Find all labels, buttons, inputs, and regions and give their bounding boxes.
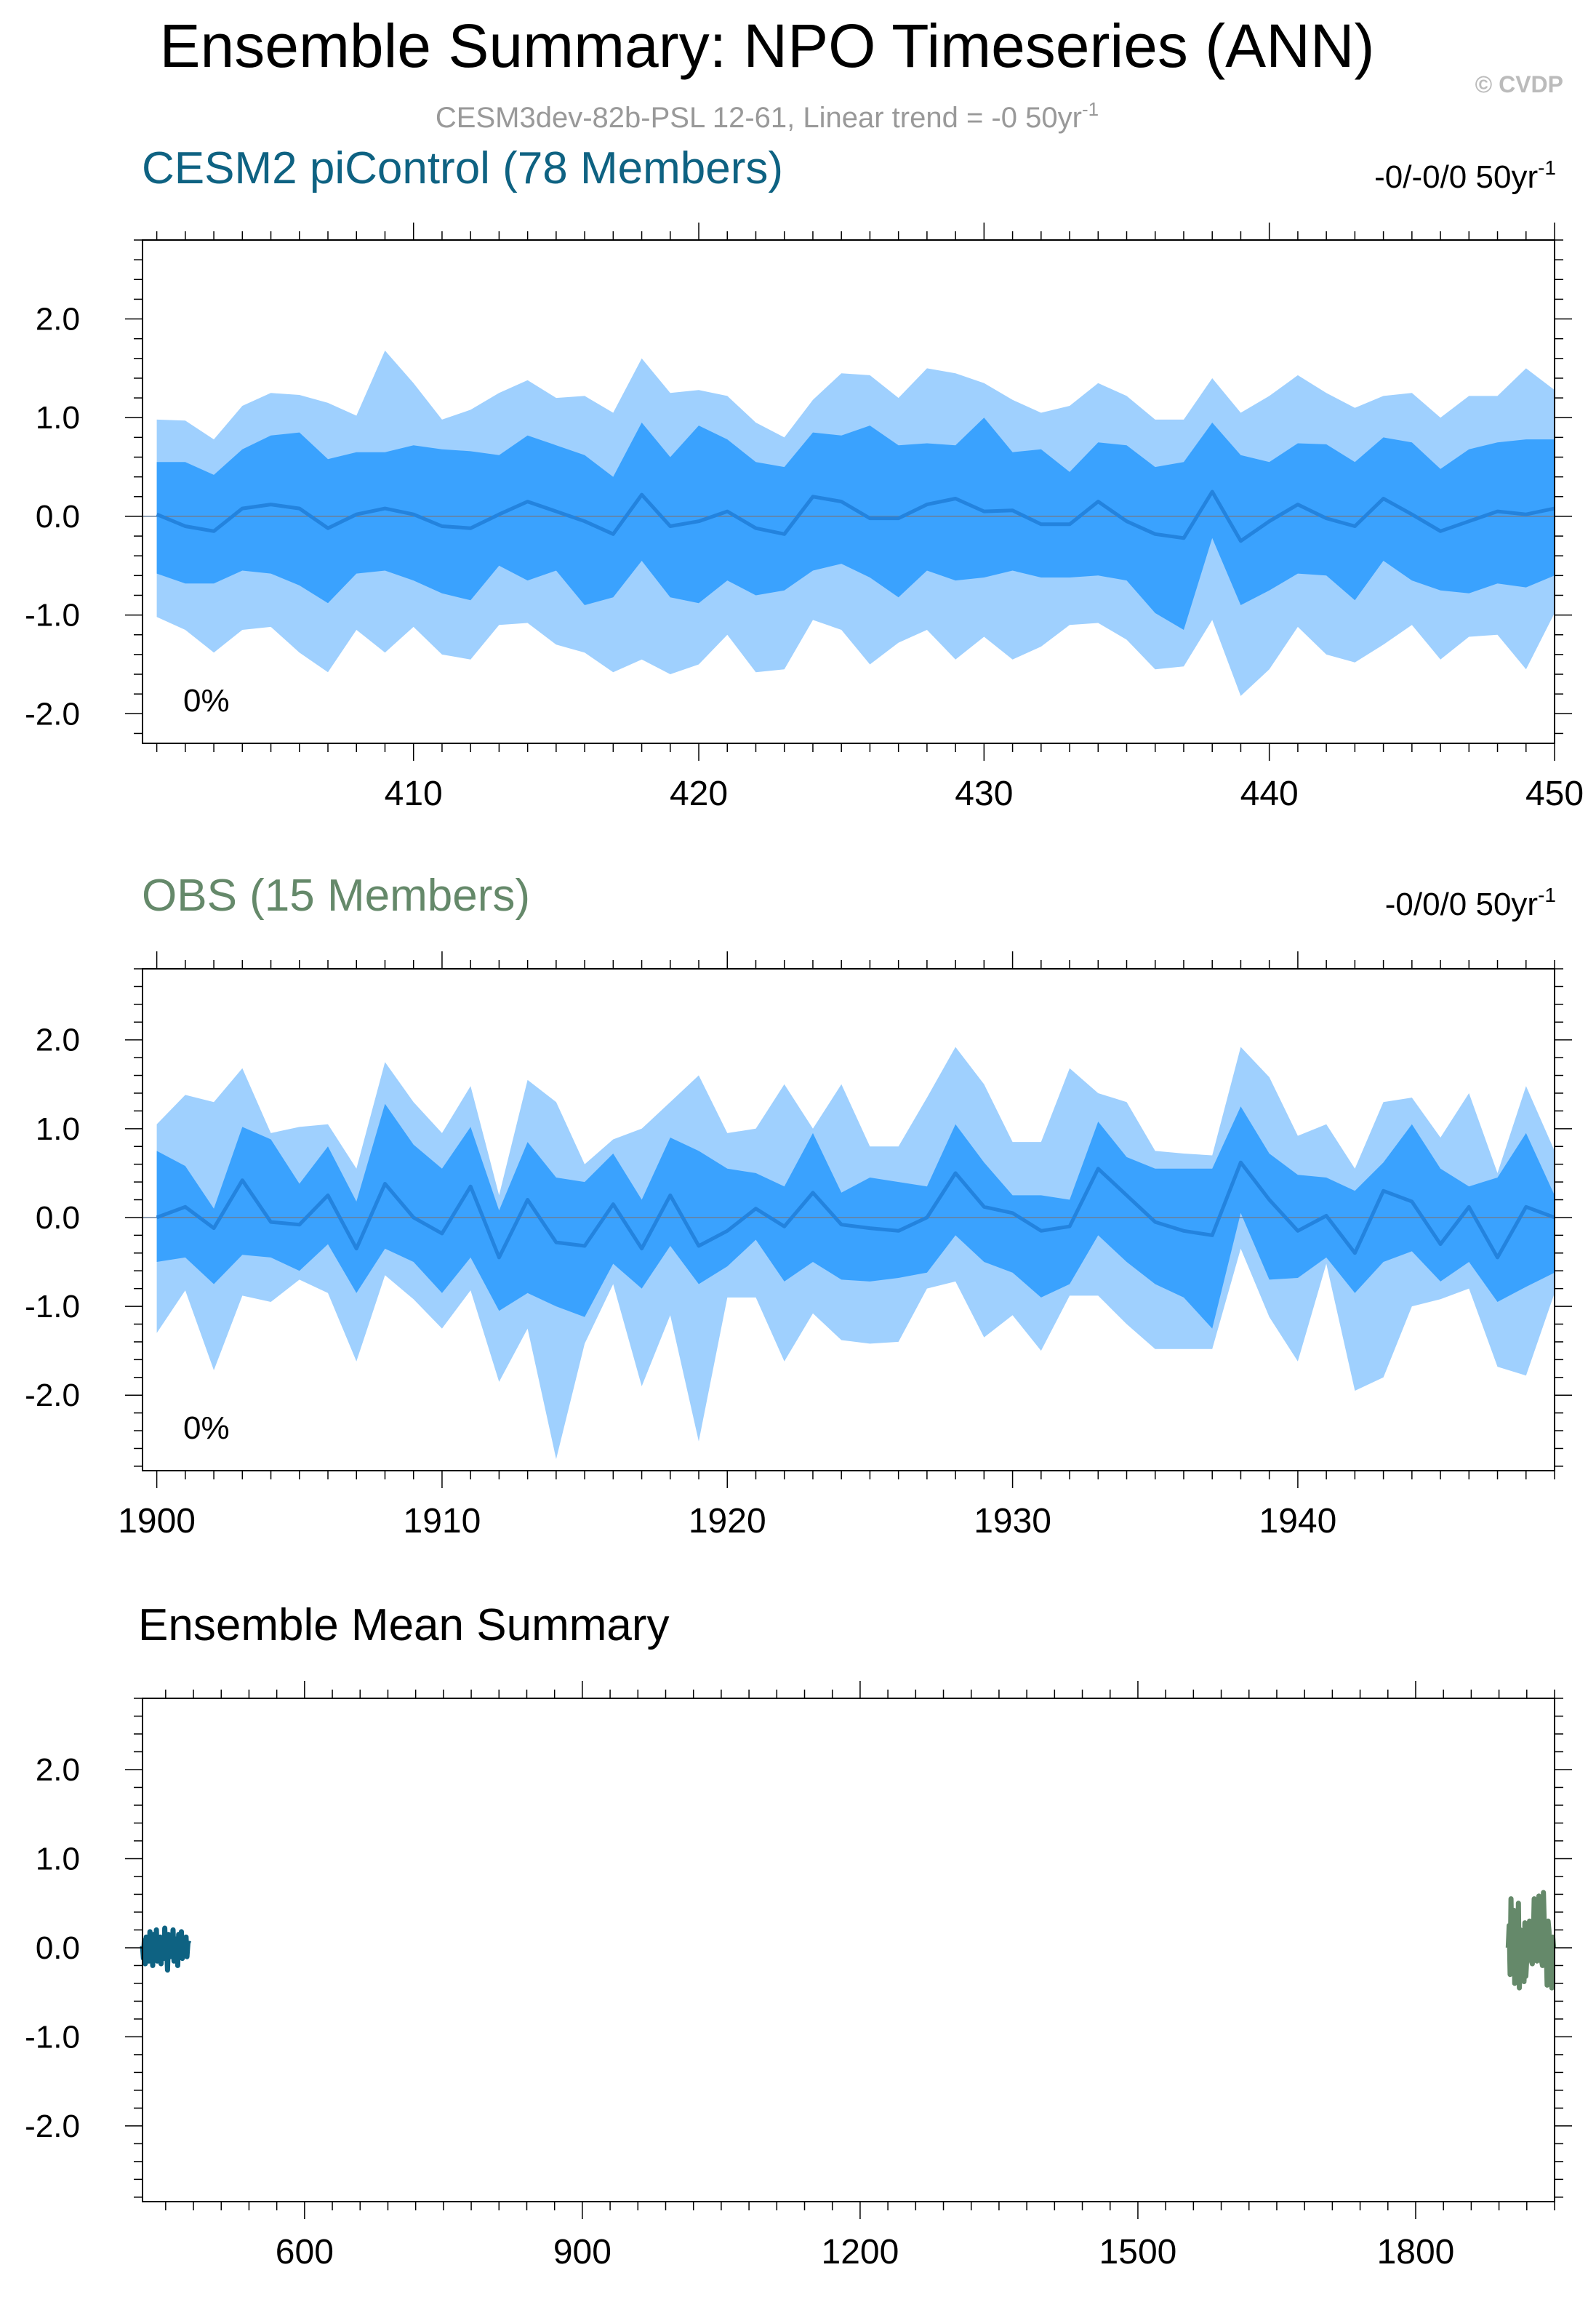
panel-obs-inner-band [156,1103,1555,1329]
panel-ensemble-series-obs [1505,1890,1557,1991]
panel-cesm2-title: CESM2 piControl (78 Members) [142,143,783,193]
panel-cesm2-xtick-label: 430 [955,775,1013,813]
panel-obs-trend: -0/0/0 50yr-1 [1385,884,1556,922]
panel-ensemble-xtick-label: 600 [276,2233,334,2271]
panel-cesm2-ytick-label: -1.0 [25,598,80,634]
main-title: Ensemble Summary: NPO Timeseries (ANN) [159,12,1374,80]
panel-cesm2-xtick-label: 410 [385,775,443,813]
panel-cesm2-trend-superscript: -1 [1538,156,1556,179]
panel-cesm2-ytick-label: 0.0 [36,499,80,535]
panel-obs-xtick-label: 1920 [689,1502,766,1540]
panel-ensemble-ytick-label: 2.0 [36,1752,80,1788]
panel-ensemble-mean-title: Ensemble Mean Summary [138,1600,670,1650]
panel-cesm2-trend-text: -0/-0/0 50yr [1374,159,1538,195]
panel-cesm2-xtick-label: 440 [1240,775,1299,813]
panel-obs-trend-superscript: -1 [1538,884,1556,906]
panel-cesm2-inner-band [156,417,1555,630]
panel-obs-mean-line [156,1160,1555,1260]
panel-ensemble-ytick-label: 1.0 [36,1841,80,1877]
panel-ensemble-xtick-label: 1800 [1377,2233,1455,2271]
panel-obs-ytick-label: 0.0 [36,1200,80,1236]
panel-ensemble-xtick-label: 1200 [822,2233,899,2271]
panel-obs-percent: 0% [183,1410,230,1446]
panel-cesm2-ytick-label: 1.0 [36,400,80,436]
panel-cesm2-ytick-label: 2.0 [36,302,80,337]
panel-ensemble-frame [142,1698,1555,2202]
panel-obs-title: OBS (15 Members) [142,871,530,921]
panel-cesm2-ytick-label: -2.0 [25,696,80,732]
main-subtitle-text: CESM3dev-82b-PSL 12-61, Linear trend = -… [436,102,1082,134]
panel-cesm2-percent: 0% [183,683,230,719]
panel-obs-frame [142,968,1555,1471]
panel-ensemble-series-cesm2 [140,1925,192,1973]
panel-ensemble-ytick-label: -2.0 [25,2109,80,2144]
main-subtitle: CESM3dev-82b-PSL 12-61, Linear trend = -… [436,98,1099,134]
panel-ensemble-xtick-label: 1500 [1099,2233,1177,2271]
main-subtitle-superscript: -1 [1082,98,1099,120]
panel-cesm2-mean-line [156,489,1555,543]
panel-ensemble-mean-summary: Ensemble Mean Summary -2.0 -1.0 0.0 1.0 2.0 6… [25,1600,1572,2271]
copyright-label: © CVDP [1475,71,1563,97]
panel-obs-ytick-label: 1.0 [36,1111,80,1147]
panel-cesm2-picontrol: CESM2 piControl (78 Members) -0/-0/0 50y… [25,143,1584,813]
panel-obs-ytick-label: -1.0 [25,1289,80,1324]
panel-cesm2-xtick-label: 450 [1525,775,1584,813]
panel-obs-ytick-label: 2.0 [36,1023,80,1058]
panel-cesm2-trend: -0/-0/0 50yr-1 [1374,156,1556,195]
panel-obs-xtick-label: 1940 [1259,1502,1337,1540]
panel-obs: OBS (15 Members) -0/0/0 50yr-1 -2.0 -1.0 0… [25,871,1572,1540]
panel-obs-xtick-label: 1900 [118,1502,196,1540]
panel-ensemble-ytick-label: -1.0 [25,2019,80,2055]
panel-ensemble-xtick-label: 900 [553,2233,611,2271]
panel-obs-ytick-label: -2.0 [25,1378,80,1413]
panel-ensemble-ytick-label: 0.0 [36,1930,80,1966]
panel-obs-xtick-label: 1930 [974,1502,1051,1540]
panel-obs-xtick-label: 1910 [404,1502,481,1540]
panel-cesm2-frame [142,239,1555,744]
panel-obs-trend-text: -0/0/0 50yr [1385,887,1538,922]
panel-cesm2-xtick-label: 420 [670,775,728,813]
